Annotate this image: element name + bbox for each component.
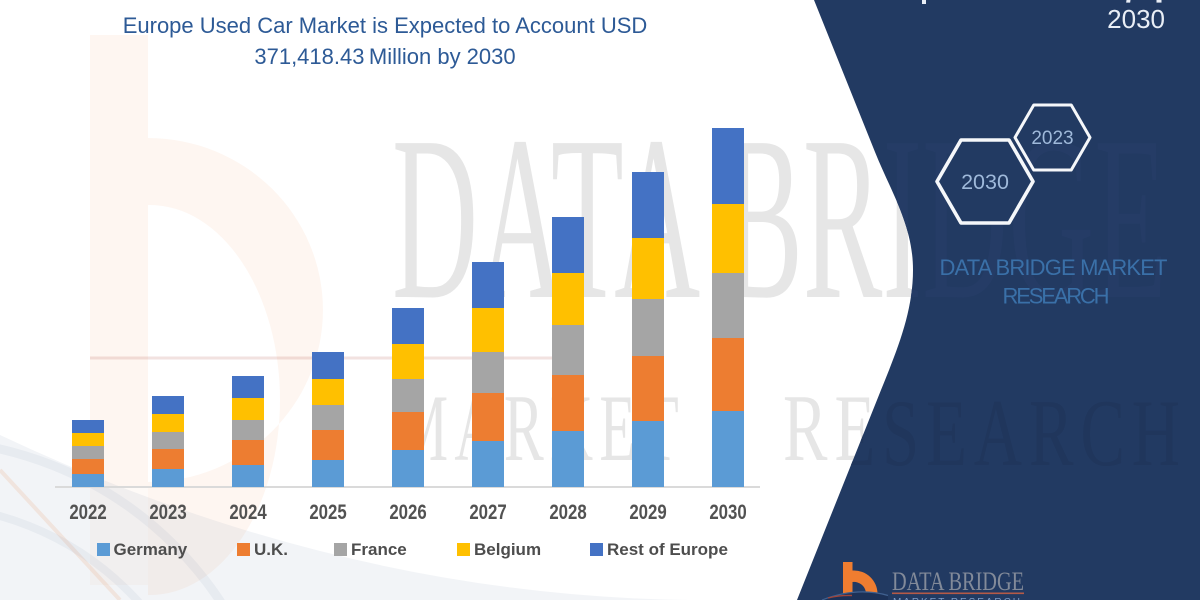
svg-text:MARKET: MARKET bbox=[395, 375, 685, 481]
svg-text:RESEARCH: RESEARCH bbox=[1003, 284, 1110, 309]
svg-text:2023: 2023 bbox=[1031, 128, 1073, 149]
svg-text:2030: 2030 bbox=[1107, 4, 1165, 34]
svg-text:DATA BRIDGE MARKET: DATA BRIDGE MARKET bbox=[940, 255, 1168, 280]
svg-text:DATA BRIDGE: DATA BRIDGE bbox=[892, 567, 1024, 596]
svg-text:2030: 2030 bbox=[961, 170, 1009, 194]
svg-text:MARKET RESEARCH: MARKET RESEARCH bbox=[893, 597, 1024, 600]
